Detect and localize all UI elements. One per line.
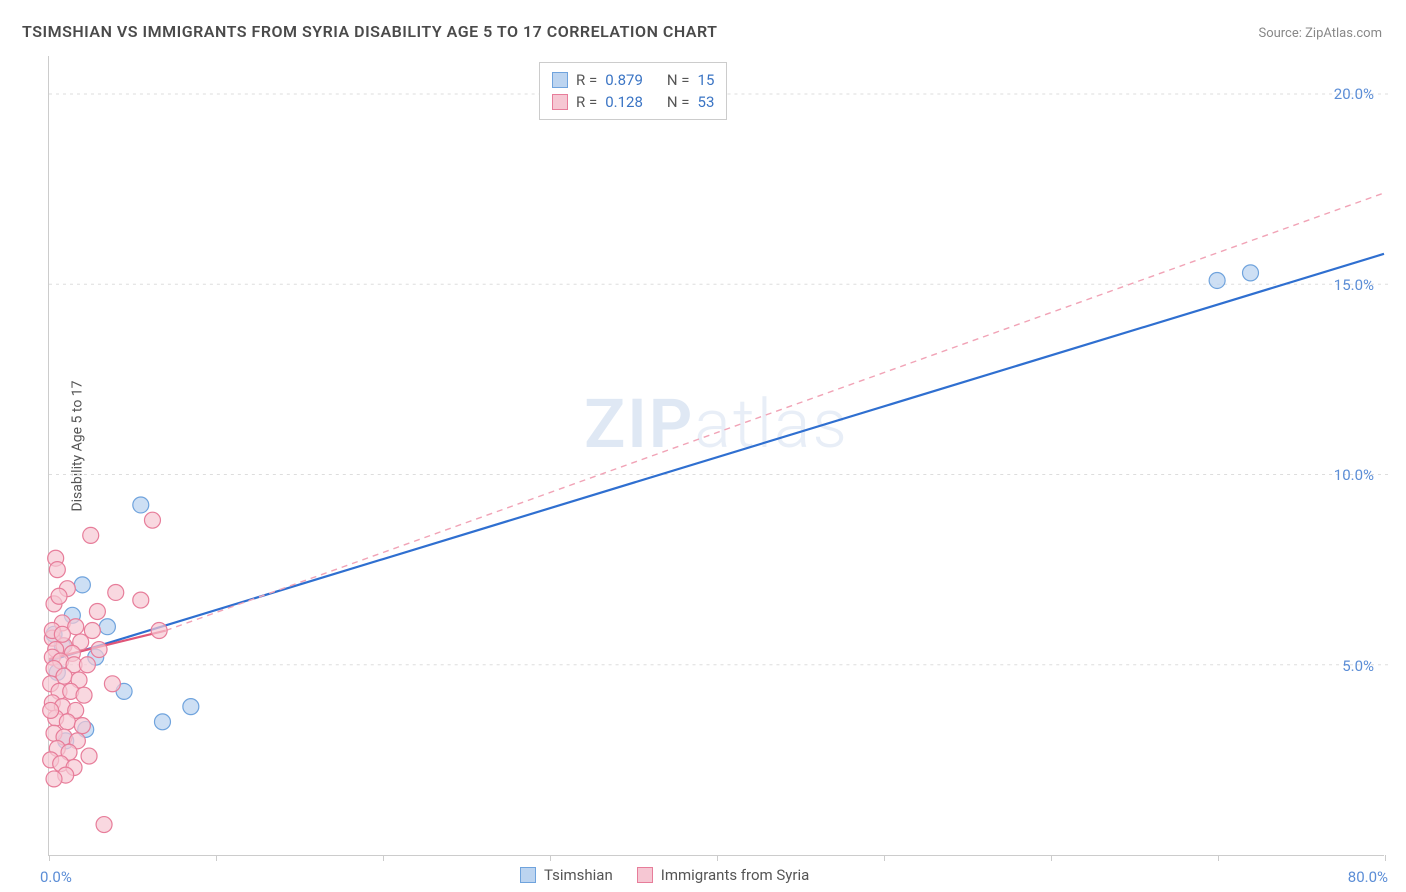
source-attribution: Source: ZipAtlas.com xyxy=(1258,26,1382,41)
series-legend: Tsimshian Immigrants from Syria xyxy=(520,866,809,884)
r-label: R = xyxy=(576,91,597,113)
y-tick-label: 15.0% xyxy=(1334,276,1374,294)
data-point-syria xyxy=(51,588,67,604)
correlation-chart: TSIMSHIAN VS IMMIGRANTS FROM SYRIA DISAB… xyxy=(0,0,1406,892)
data-point-syria xyxy=(43,702,59,718)
x-tick xyxy=(1385,855,1386,861)
data-point-tsimshian xyxy=(1209,272,1225,288)
y-tick-label: 5.0% xyxy=(1342,657,1374,675)
data-point-syria xyxy=(59,714,75,730)
data-point-tsimshian xyxy=(1243,265,1259,281)
swatch-syria-icon xyxy=(637,867,653,883)
data-point-tsimshian xyxy=(154,714,170,730)
x-axis-min-label: 0.0% xyxy=(40,868,72,886)
x-tick xyxy=(1218,855,1219,861)
correlation-legend: R = 0.879 N = 15 R = 0.128 N = 53 xyxy=(539,62,727,120)
data-point-syria xyxy=(89,604,105,620)
data-point-syria xyxy=(54,626,70,642)
legend-item-label: Immigrants from Syria xyxy=(661,866,810,884)
y-tick-label: 20.0% xyxy=(1334,85,1374,103)
x-tick xyxy=(216,855,217,861)
data-point-tsimshian xyxy=(99,619,115,635)
data-point-syria xyxy=(91,642,107,658)
r-value: 0.879 xyxy=(605,69,643,91)
legend-item-label: Tsimshian xyxy=(544,866,613,884)
legend-row-tsimshian: R = 0.879 N = 15 xyxy=(552,69,714,91)
plot-svg xyxy=(49,56,1384,855)
x-tick xyxy=(884,855,885,861)
swatch-tsimshian xyxy=(552,72,568,88)
data-point-tsimshian xyxy=(133,497,149,513)
x-tick xyxy=(383,855,384,861)
n-value: 15 xyxy=(698,69,715,91)
x-tick xyxy=(1051,855,1052,861)
y-tick-label: 10.0% xyxy=(1334,466,1374,484)
data-point-tsimshian xyxy=(74,577,90,593)
legend-item-syria: Immigrants from Syria xyxy=(637,866,810,884)
r-value: 0.128 xyxy=(605,91,643,113)
data-point-syria xyxy=(133,592,149,608)
data-point-syria xyxy=(83,527,99,543)
x-tick xyxy=(550,855,551,861)
data-point-syria xyxy=(49,562,65,578)
data-point-syria xyxy=(81,748,97,764)
x-axis-max-label: 80.0% xyxy=(1348,868,1388,886)
data-point-syria xyxy=(96,817,112,833)
swatch-syria xyxy=(552,94,568,110)
n-label: N = xyxy=(667,91,690,113)
chart-title: TSIMSHIAN VS IMMIGRANTS FROM SYRIA DISAB… xyxy=(22,22,717,41)
trend-extension-syria xyxy=(166,193,1384,631)
x-tick xyxy=(49,855,50,861)
plot-area: ZIPatlas 5.0%10.0%15.0%20.0% R = 0.879 N… xyxy=(48,56,1384,856)
data-point-syria xyxy=(46,771,62,787)
legend-item-tsimshian: Tsimshian xyxy=(520,866,613,884)
legend-row-syria: R = 0.128 N = 53 xyxy=(552,91,714,113)
data-point-syria xyxy=(108,584,124,600)
n-label: N = xyxy=(667,69,690,91)
data-point-syria xyxy=(79,657,95,673)
data-point-syria xyxy=(74,718,90,734)
swatch-tsimshian-icon xyxy=(520,867,536,883)
data-point-tsimshian xyxy=(183,699,199,715)
data-point-syria xyxy=(76,687,92,703)
r-label: R = xyxy=(576,69,597,91)
data-point-syria xyxy=(144,512,160,528)
data-point-syria xyxy=(151,623,167,639)
data-point-syria xyxy=(104,676,120,692)
n-value: 53 xyxy=(698,91,715,113)
x-tick xyxy=(717,855,718,861)
